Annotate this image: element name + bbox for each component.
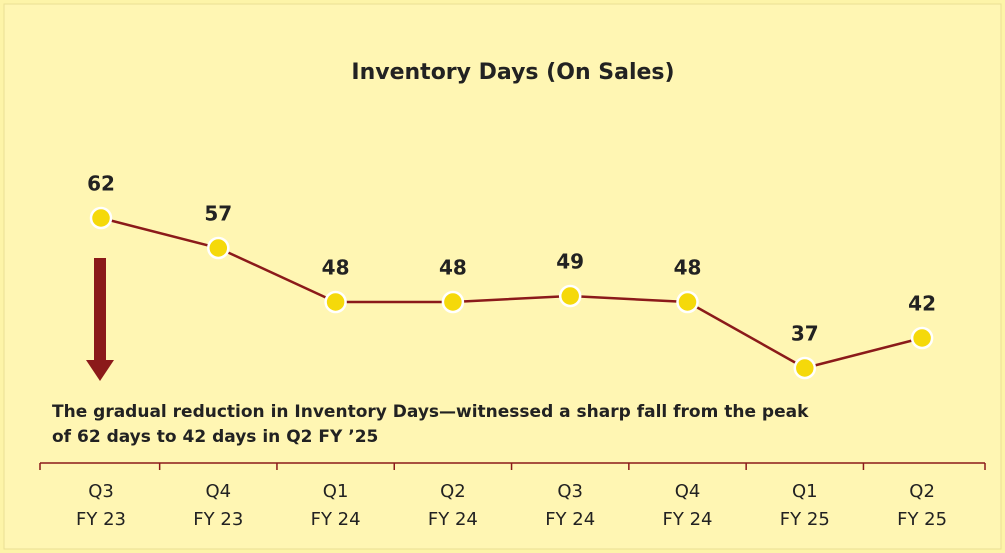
x-tick-label: Q4 <box>675 481 701 502</box>
data-label: 48 <box>674 256 702 280</box>
x-tick-label: FY 25 <box>897 509 947 530</box>
x-tick-label: Q2 <box>440 481 466 502</box>
x-tick-label: Q3 <box>557 481 583 502</box>
annotation: The gradual reduction in Inventory Days—… <box>52 402 809 422</box>
data-label: 49 <box>556 250 584 274</box>
x-tick-label: FY 24 <box>545 509 595 530</box>
marker <box>89 206 113 230</box>
marker <box>324 290 347 314</box>
x-tick-label: FY 24 <box>428 509 478 530</box>
x-tick-label: FY 23 <box>193 509 243 530</box>
marker <box>558 284 582 308</box>
x-tick-label: FY 23 <box>76 509 126 530</box>
line <box>100 216 923 370</box>
data-label: 57 <box>204 202 232 226</box>
x-tick-label: Q1 <box>323 481 349 502</box>
marker <box>910 326 934 350</box>
data-label: 48 <box>439 256 467 280</box>
marker <box>441 290 465 314</box>
x-tick-label: Q1 <box>792 481 818 502</box>
annotation: of 62 days to 42 days in Q2 FY ’25 <box>52 427 378 447</box>
data-label: 62 <box>87 172 115 196</box>
x-tick-label: FY 24 <box>663 509 713 530</box>
panel <box>3 3 1002 550</box>
chart-title: Inventory Days (On Sales) <box>351 60 674 85</box>
marker <box>207 236 230 260</box>
data-label: 42 <box>908 292 936 316</box>
marker <box>676 290 699 314</box>
data-label: 37 <box>791 322 819 346</box>
x-tick-label: Q2 <box>909 481 935 502</box>
data-label: 48 <box>322 256 350 280</box>
arrow-head <box>86 360 114 381</box>
x-tick-label: FY 24 <box>311 509 361 530</box>
x-tick-label: Q3 <box>88 481 114 502</box>
marker <box>793 356 817 380</box>
x-tick-label: Q4 <box>205 481 231 502</box>
x-tick-label: FY 25 <box>780 509 830 530</box>
